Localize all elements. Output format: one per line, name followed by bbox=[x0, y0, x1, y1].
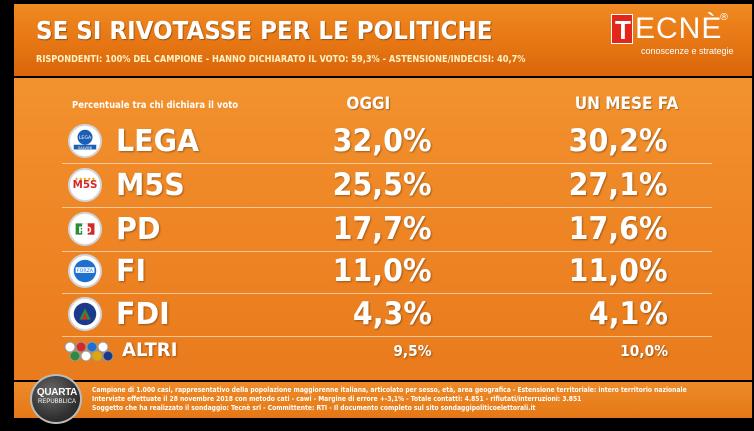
value-today-fi: 11,0% bbox=[333, 253, 432, 289]
fi-logo-icon: FORZA bbox=[68, 254, 102, 288]
row-divider bbox=[62, 251, 712, 252]
registered-mark: ® bbox=[719, 12, 729, 23]
tecne-logo-tile: T bbox=[611, 14, 633, 45]
pd-logo-icon: PD bbox=[68, 212, 102, 246]
value-today-lega: 32,0% bbox=[333, 123, 432, 159]
footer-band: Campione di 1.000 casi, rappresentativo … bbox=[14, 382, 752, 418]
row-divider bbox=[62, 207, 712, 208]
m5s-logo-icon: M5S ★★★★★ bbox=[68, 168, 102, 202]
methodology-line-2: Interviste effettuate il 28 novembre 201… bbox=[92, 395, 582, 403]
party-name-fdi: FDI bbox=[116, 297, 170, 332]
svg-text:SALVINI: SALVINI bbox=[78, 146, 92, 150]
party-name-m5s: M5S bbox=[116, 168, 185, 203]
quarta-logo-word: QUARTA bbox=[36, 387, 78, 398]
svg-text:PD: PD bbox=[78, 225, 91, 235]
tecne-logo: T ECNÈ ® conoscenze e strategie bbox=[611, 12, 734, 62]
altri-logos-icon bbox=[64, 341, 116, 362]
tecne-logo-initial: T bbox=[615, 15, 631, 45]
value-month-ago-fi: 11,0% bbox=[569, 253, 668, 289]
quarta-logo-circle bbox=[30, 374, 82, 424]
value-month-ago-m5s: 27,1% bbox=[569, 167, 668, 203]
row-divider bbox=[62, 163, 712, 164]
tecne-logo-word: ECNÈ bbox=[635, 12, 723, 45]
party-name-fi: FI bbox=[116, 254, 147, 289]
row-divider bbox=[62, 293, 712, 294]
lega-logo-icon: SALVINI LEGA bbox=[68, 124, 102, 158]
value-today-pd: 17,7% bbox=[333, 211, 432, 247]
svg-text:FORZA: FORZA bbox=[77, 268, 94, 274]
column-header-month-ago: UN MESE FA bbox=[574, 94, 679, 114]
svg-text:M5S: M5S bbox=[73, 179, 98, 191]
methodology-note: Campione di 1.000 casi, rappresentativo … bbox=[92, 386, 687, 413]
quarta-repubblica-logo: QUARTA REPUBBLICA bbox=[24, 374, 88, 424]
value-month-ago-pd: 17,6% bbox=[569, 211, 668, 247]
value-today-altri: 9,5% bbox=[393, 342, 432, 360]
methodology-line-3: Soggetto che ha realizzato il sondaggio:… bbox=[92, 404, 536, 412]
table-caption: Percentuale tra chi dichiara il voto bbox=[72, 100, 239, 111]
party-name-altri: ALTRI bbox=[122, 339, 178, 361]
svg-text:LEGA: LEGA bbox=[79, 135, 92, 141]
results-panel: Percentuale tra chi dichiara il voto OGG… bbox=[14, 78, 752, 380]
quarta-logo-sub: REPUBBLICA bbox=[37, 399, 76, 405]
party-name-pd: PD bbox=[116, 212, 161, 247]
methodology-line-1: Campione di 1.000 casi, rappresentativo … bbox=[92, 386, 687, 394]
fdi-logo-icon bbox=[68, 297, 102, 331]
row-divider bbox=[62, 336, 712, 337]
header-band: SE SI RIVOTASSE PER LE POLITICHE RISPOND… bbox=[14, 4, 752, 76]
value-today-m5s: 25,5% bbox=[333, 167, 432, 203]
value-today-fdi: 4,3% bbox=[352, 296, 432, 332]
value-month-ago-fdi: 4,1% bbox=[588, 296, 668, 332]
column-header-today: OGGI bbox=[346, 94, 391, 114]
tecne-tagline: conoscenze e strategie bbox=[641, 46, 734, 56]
page-title: SE SI RIVOTASSE PER LE POLITICHE bbox=[36, 16, 493, 45]
value-month-ago-altri: 10,0% bbox=[620, 342, 668, 360]
page-subtitle: RISPONDENTI: 100% DEL CAMPIONE - HANNO D… bbox=[36, 54, 526, 65]
party-name-lega: LEGA bbox=[116, 124, 200, 159]
value-month-ago-lega: 30,2% bbox=[569, 123, 668, 159]
svg-text:★★★★★: ★★★★★ bbox=[75, 176, 96, 182]
